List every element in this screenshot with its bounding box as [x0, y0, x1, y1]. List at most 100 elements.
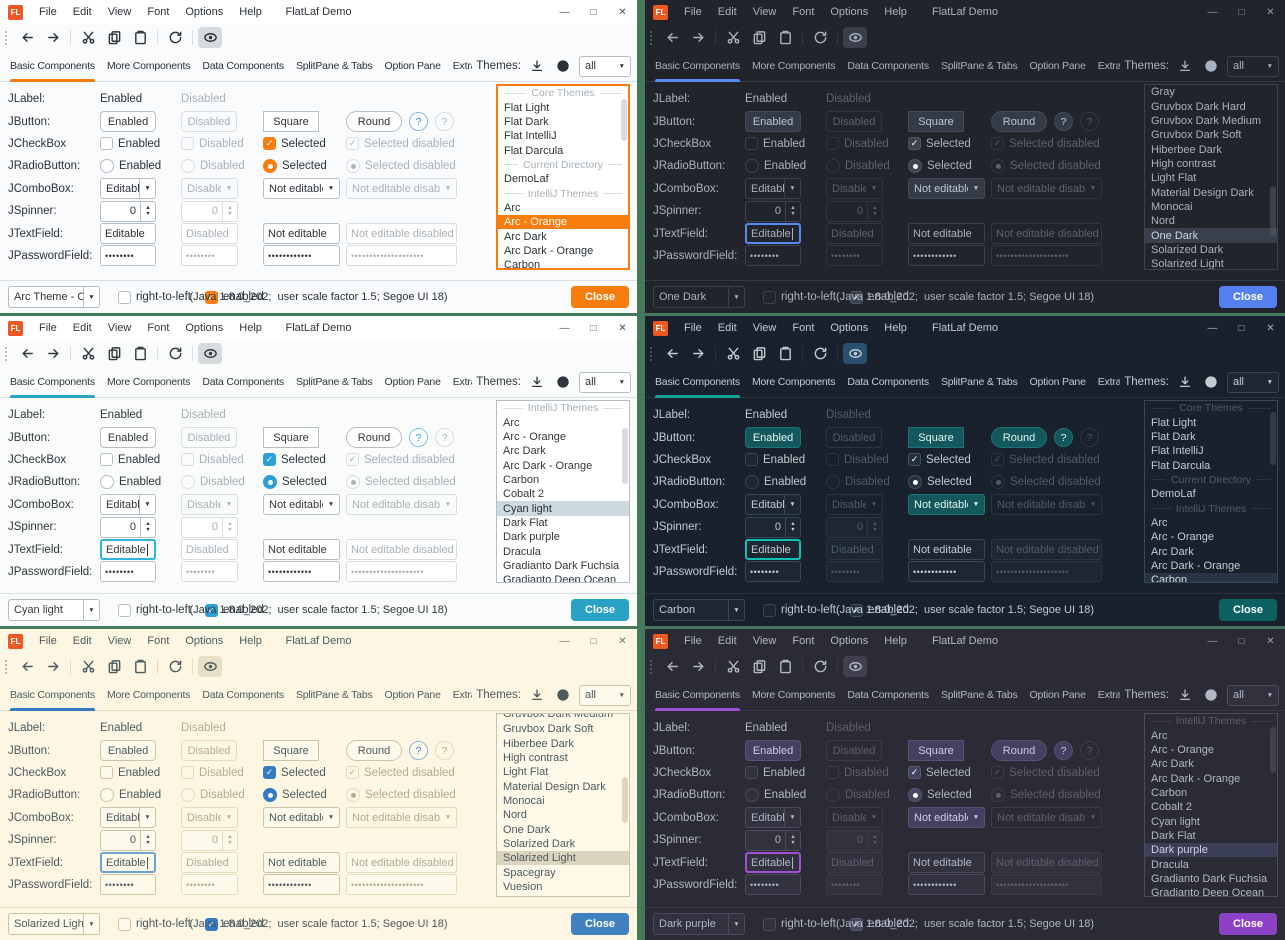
themes-scrollbar[interactable] — [622, 716, 628, 894]
menu-file[interactable]: File — [39, 322, 57, 334]
theme-item-monocai[interactable]: Monocai — [1145, 200, 1277, 214]
password-field[interactable]: •••••••••••• — [908, 874, 985, 896]
noneditable-textfield[interactable]: Not editable — [908, 539, 985, 561]
menu-edit[interactable]: Edit — [72, 322, 92, 334]
show-button[interactable] — [843, 656, 867, 677]
menu-file[interactable]: File — [684, 635, 702, 647]
minimize-button[interactable]: — — [559, 635, 570, 647]
radio-selected[interactable] — [263, 475, 277, 490]
right-to-left-box[interactable] — [118, 290, 131, 304]
right-to-left-box[interactable] — [118, 917, 131, 931]
minimize-button[interactable]: — — [1207, 6, 1218, 18]
editable-textfield[interactable]: Editable — [100, 852, 156, 874]
password-field[interactable]: •••••••••••• — [263, 561, 340, 583]
checkbox-enabled[interactable] — [100, 453, 113, 467]
radio-enabled[interactable] — [100, 475, 114, 490]
menu-font[interactable]: Font — [147, 322, 170, 334]
cut-button[interactable] — [721, 656, 745, 677]
back-button[interactable] — [15, 343, 39, 364]
theme-item-dark-flat[interactable]: Dark Flat — [1145, 829, 1277, 843]
theme-item-flat-dark[interactable]: Flat Dark — [498, 115, 628, 129]
radio-selected[interactable] — [263, 788, 277, 803]
close-button[interactable]: Close — [571, 599, 629, 621]
noneditable-textfield[interactable]: Not editable — [263, 223, 340, 245]
theme-item-dracula[interactable]: Dracula — [1145, 857, 1277, 871]
theme-item-arc-dark-orange[interactable]: Arc Dark - Orange — [498, 244, 628, 258]
maximize-button[interactable]: □ — [1238, 322, 1245, 334]
theme-item-gruvbox-dark-soft[interactable]: Gruvbox Dark Soft — [1145, 128, 1277, 142]
menu-help[interactable]: Help — [239, 322, 262, 334]
themes-list[interactable]: Gruvbox Dark Medium Gruvbox Dark Soft Hibe… — [496, 713, 630, 897]
theme-select-combo[interactable]: Arc Theme - O...▼ — [8, 286, 100, 308]
theme-select-combo[interactable]: Solarized Light ▼ — [8, 913, 100, 935]
checkbox-selected[interactable] — [263, 137, 276, 151]
menu-file[interactable]: File — [684, 6, 702, 18]
themes-list[interactable]: IntelliJ Themes Arc Arc - Orange Arc Dark Ar… — [496, 400, 630, 583]
themes-scrollbar[interactable] — [1270, 87, 1276, 267]
maximize-button[interactable]: □ — [1238, 6, 1245, 18]
themes-scrollbar[interactable] — [1270, 403, 1276, 580]
theme-item-carbon[interactable]: Carbon — [1145, 573, 1277, 582]
radio-selected[interactable] — [908, 788, 922, 803]
tab-more-components[interactable]: More Components — [106, 376, 191, 388]
theme-item-arc-dark[interactable]: Arc Dark — [497, 444, 629, 458]
theme-item-one-dark[interactable]: One Dark — [497, 822, 629, 836]
forward-button[interactable] — [41, 656, 65, 677]
theme-select-combo[interactable]: Carbon ▼ — [653, 599, 745, 621]
enabled-checkbox[interactable]: enabled — [204, 917, 264, 931]
refresh-button[interactable] — [163, 27, 187, 48]
github-button[interactable] — [553, 685, 573, 705]
tab-more-components[interactable]: More Components — [751, 376, 836, 388]
menu-font[interactable]: Font — [792, 6, 815, 18]
radio-selected[interactable] — [908, 475, 922, 490]
editable-textfield[interactable]: Editable — [100, 223, 156, 245]
round-button[interactable]: Round — [346, 111, 402, 133]
close-button[interactable]: Close — [571, 913, 629, 935]
theme-item-arc-dark-orange[interactable]: Arc Dark - Orange — [1145, 771, 1277, 785]
menu-help[interactable]: Help — [239, 635, 262, 647]
enabled-button[interactable]: Enabled — [100, 740, 156, 762]
menu-help[interactable]: Help — [884, 635, 907, 647]
tab-option-pane[interactable]: Option Pane — [384, 376, 441, 388]
spinner[interactable]: 0 ▲ ▼ — [100, 516, 156, 538]
enabled-button[interactable]: Enabled — [100, 427, 156, 449]
theme-item-flat-darcula[interactable]: Flat Darcula — [498, 143, 628, 157]
menu-help[interactable]: Help — [884, 322, 907, 334]
menu-options[interactable]: Options — [830, 635, 869, 647]
radio-enabled[interactable] — [745, 788, 759, 803]
theme-item-cyan-light[interactable]: Cyan light — [497, 501, 629, 516]
copy-button[interactable] — [747, 656, 771, 677]
enabled-box[interactable] — [204, 603, 218, 617]
tab-option-pane[interactable]: Option Pane — [384, 689, 441, 701]
tab-basic-components[interactable]: Basic Components — [655, 51, 740, 82]
editable-combobox[interactable]: Editable▼ — [100, 807, 156, 829]
noneditable-textfield[interactable]: Not editable — [908, 852, 985, 874]
menu-edit[interactable]: Edit — [717, 322, 737, 334]
enabled-checkbox[interactable]: enabled — [204, 290, 264, 304]
maximize-button[interactable]: □ — [590, 635, 597, 647]
scrollbar-thumb[interactable] — [621, 98, 627, 142]
menu-edit[interactable]: Edit — [72, 635, 92, 647]
square-button[interactable]: Square — [263, 427, 319, 449]
tab-data-components[interactable]: Data Components — [202, 376, 284, 388]
show-button[interactable] — [843, 27, 867, 48]
password-field[interactable]: •••••••• — [100, 245, 156, 267]
toolbar-grip[interactable] — [5, 30, 8, 45]
tab-more-components[interactable]: More Components — [106, 60, 191, 72]
tab-basic-components[interactable]: Basic Components — [10, 680, 95, 711]
enabled-box[interactable] — [849, 290, 863, 304]
theme-item-demolaf[interactable]: DemoLaf — [1145, 487, 1277, 501]
refresh-button[interactable] — [808, 656, 832, 677]
square-button[interactable]: Square — [908, 111, 964, 133]
forward-button[interactable] — [41, 343, 65, 364]
noneditable-combobox[interactable]: Not editable ▼ — [263, 807, 340, 829]
theme-item-monocai[interactable]: Monocai — [497, 794, 629, 808]
right-to-left-checkbox[interactable]: right-to-left — [118, 917, 191, 931]
theme-item-flat-dark[interactable]: Flat Dark — [1145, 430, 1277, 444]
theme-item-spacegray[interactable]: Spacegray — [497, 865, 629, 879]
theme-item-arc-dark-orange[interactable]: Arc Dark - Orange — [1145, 559, 1277, 573]
theme-filter-combo[interactable]: all ▼ — [1227, 684, 1279, 706]
tab-splitpane-tabs[interactable]: SplitPane & Tabs — [295, 60, 373, 72]
editable-textfield[interactable]: Editable — [100, 539, 156, 561]
theme-item-dark-purple[interactable]: Dark purple — [497, 530, 629, 544]
